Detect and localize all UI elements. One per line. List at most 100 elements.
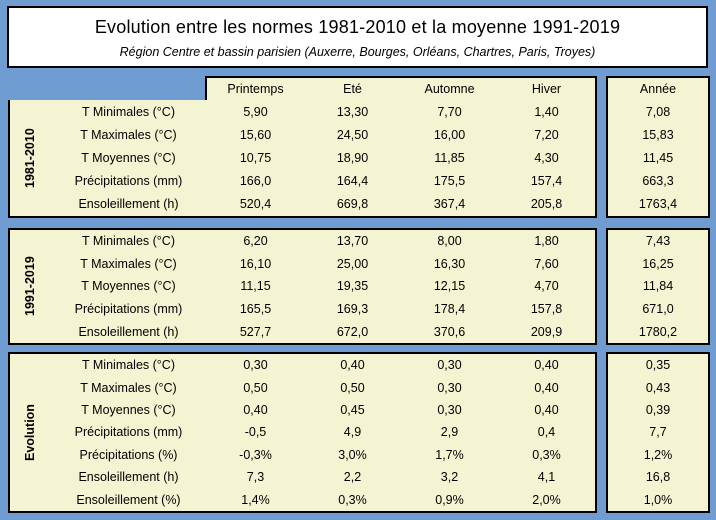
season-value-cell: 164,4 — [336, 174, 369, 189]
page-title: Evolution entre les normes 1981-2010 et … — [94, 17, 621, 37]
season-value-cell: 367,4 — [433, 197, 466, 212]
season-value-cell: 672,0 — [336, 324, 369, 339]
table-block-1981-2010: 1981-2010 T Minimales (°C) 5,90 13,30 7,70 1… — [8, 100, 597, 218]
season-value-cell: 2,2 — [343, 470, 362, 485]
season-value-cell: 175,5 — [433, 174, 466, 189]
season-value-cell: 0,40 — [243, 403, 268, 418]
row-group-label-1981-2010: 1981-2010 — [23, 128, 37, 188]
season-value-cell: 0,40 — [534, 358, 559, 373]
season-value-cell: 15,60 — [239, 127, 272, 142]
year-value-cell: 0,35 — [645, 358, 671, 373]
season-value-cell: 7,20 — [534, 127, 559, 142]
season-value-cell: 166,0 — [239, 174, 272, 189]
season-value-cell: 7,70 — [437, 104, 462, 119]
season-value-cell: 0,30 — [437, 358, 462, 373]
season-value-cell: 16,00 — [433, 127, 466, 142]
season-value-cell: 157,8 — [530, 302, 563, 317]
season-value-cell: 8,00 — [437, 234, 462, 249]
year-value-cell: 11,45 — [642, 151, 674, 165]
year-value-cell: 7,7 — [649, 425, 667, 440]
row-label: Ensoleillement (h) — [78, 470, 179, 485]
year-value-cell: 663,3 — [642, 174, 674, 189]
season-value-cell: 7,60 — [534, 256, 559, 271]
season-value-cell: 4,30 — [534, 150, 559, 165]
year-value-cell: 7,08 — [645, 104, 671, 119]
season-value-cell: 19,35 — [336, 279, 369, 294]
row-label: Ensoleillement (h) — [78, 197, 179, 212]
row-label: Précipitations (mm) — [74, 302, 183, 317]
season-value-cell: 13,70 — [336, 234, 369, 249]
season-value-cell: 527,7 — [239, 324, 272, 339]
row-label: Précipitations (%) — [79, 447, 178, 462]
table-block-evolution: Evolution T Minimales (°C) 0,30 0,40 0,30 0,… — [8, 352, 597, 513]
season-value-cell: 0,30 — [243, 358, 268, 373]
row-label: T Minimales (°C) — [82, 234, 175, 249]
season-value-cell: 4,1 — [537, 470, 556, 485]
season-value-cell: 11,15 — [240, 279, 271, 294]
title-panel: Evolution entre les normes 1981-2010 et … — [7, 6, 708, 68]
table-body-1991-2019: T Minimales (°C) 6,20 13,70 8,00 1,80 T Maxim… — [50, 230, 595, 343]
year-value-cell: 11,84 — [642, 279, 674, 294]
season-value-cell: 209,9 — [530, 324, 563, 339]
season-value-cell: 0,30 — [437, 403, 462, 418]
season-column-header-ete: Eté — [343, 82, 362, 96]
row-label: T Maximales (°C) — [80, 380, 177, 395]
year-value-cell: 0,43 — [645, 380, 671, 395]
season-column-header-hiver: Hiver — [531, 82, 562, 96]
table-body-1981-2010: T Minimales (°C) 5,90 13,30 7,70 1,40 T Maxim… — [50, 100, 595, 216]
season-header-row: Printemps Eté Automne Hiver — [205, 76, 597, 100]
year-column-box-1991-2019: 7,43 16,25 11,84 671,0 1780,2 — [606, 228, 710, 345]
season-value-cell: 0,40 — [534, 403, 559, 418]
year-value-cell: 1,0% — [643, 492, 673, 507]
season-value-cell: 1,7% — [435, 447, 464, 462]
year-value-cell: 671,0 — [642, 302, 674, 317]
season-value-cell: 12,15 — [433, 279, 466, 294]
season-value-cell: 3,0% — [338, 447, 367, 462]
row-group-label-evolution: Evolution — [23, 404, 37, 461]
season-value-cell: 0,50 — [243, 380, 268, 395]
season-value-cell: 0,4 — [537, 425, 556, 440]
season-value-cell: 1,4% — [241, 492, 270, 507]
season-value-cell: 16,30 — [433, 256, 466, 271]
year-value-cell: 1763,4 — [638, 197, 678, 212]
season-value-cell: 520,4 — [239, 197, 272, 212]
season-value-cell: 0,45 — [340, 403, 365, 418]
year-value-cell: 16,25 — [642, 256, 674, 271]
row-label: T Moyennes (°C) — [81, 279, 176, 294]
season-value-cell: 25,00 — [336, 256, 369, 271]
season-value-cell: 1,40 — [534, 104, 559, 119]
season-value-cell: 669,8 — [336, 197, 369, 212]
season-value-cell: 1,80 — [534, 234, 559, 249]
year-column-box-1981-2010: Année 7,08 15,83 11,45 663,3 1763,4 — [606, 76, 710, 218]
season-value-cell: 169,3 — [336, 302, 369, 317]
year-value-cell: 0,39 — [645, 403, 671, 418]
season-value-cell: 4,9 — [343, 425, 362, 440]
season-value-cell: 4,70 — [534, 279, 559, 294]
row-label: Ensoleillement (%) — [76, 492, 181, 507]
row-label: T Moyennes (°C) — [81, 150, 176, 165]
year-column-box-evolution: 0,35 0,43 0,39 7,7 1,2% 16,8 1,0% — [606, 352, 710, 513]
year-value-cell: 16,8 — [645, 470, 671, 485]
season-value-cell: 16,10 — [239, 256, 272, 271]
page-subtitle: Région Centre et bassin parisien (Auxerr… — [119, 45, 596, 59]
season-value-cell: 24,50 — [336, 127, 369, 142]
year-value-cell: 1780,2 — [638, 324, 678, 339]
season-value-cell: 0,40 — [534, 380, 559, 395]
row-label: Précipitations (mm) — [74, 174, 183, 189]
row-label: T Minimales (°C) — [82, 104, 175, 119]
row-label: T Maximales (°C) — [80, 256, 177, 271]
season-column-header-automne: Automne — [424, 82, 475, 96]
season-value-cell: 0,3% — [532, 447, 561, 462]
year-column-header: Année — [639, 82, 677, 96]
year-value-cell: 1,2% — [643, 447, 673, 462]
season-value-cell: -0,3% — [239, 447, 272, 462]
season-value-cell: 2,0% — [532, 492, 561, 507]
row-label: T Minimales (°C) — [82, 358, 175, 373]
season-value-cell: 2,9 — [440, 425, 459, 440]
row-label: T Maximales (°C) — [80, 127, 177, 142]
season-value-cell: 6,20 — [243, 234, 268, 249]
season-value-cell: 0,3% — [338, 492, 367, 507]
year-value-cell: 15,83 — [642, 127, 674, 142]
season-value-cell: 18,90 — [336, 150, 369, 165]
